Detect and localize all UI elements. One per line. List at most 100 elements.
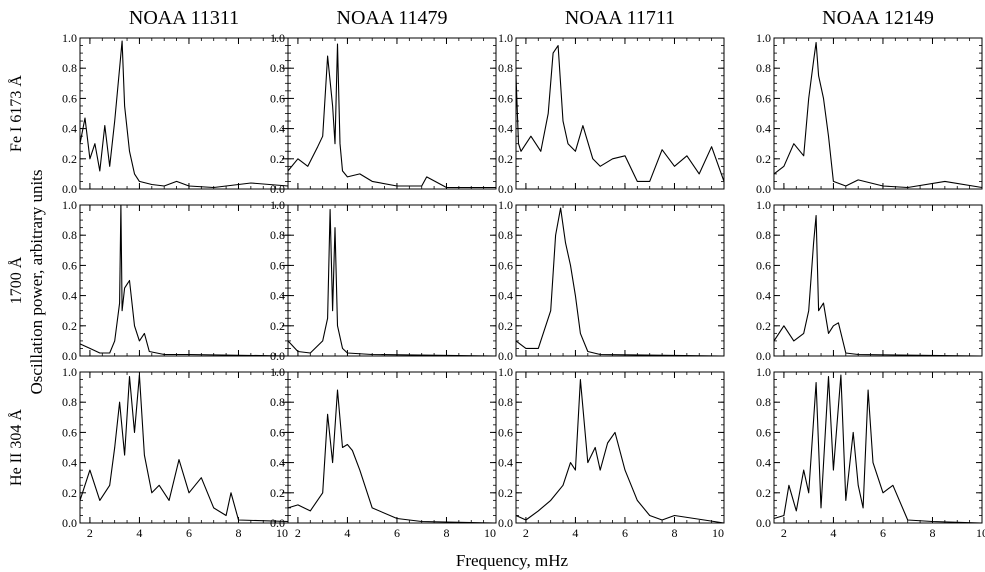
column-title: NOAA 11479 bbox=[337, 7, 448, 29]
y-tick-label: 0.8 bbox=[270, 61, 285, 75]
row-label: Fe I 6173 Å bbox=[7, 75, 25, 152]
y-tick-label: 1.0 bbox=[62, 31, 77, 45]
y-tick-label: 0.6 bbox=[270, 425, 285, 439]
row-label: He II 304 Å bbox=[7, 409, 25, 486]
y-tick-label: 0.2 bbox=[756, 152, 771, 166]
y-tick-label: 0.6 bbox=[62, 425, 77, 439]
y-tick-label: 0.2 bbox=[270, 152, 285, 166]
x-tick-label: 10 bbox=[484, 526, 496, 540]
y-tick-label: 0.6 bbox=[756, 258, 771, 272]
y-tick-label: 0.2 bbox=[62, 319, 77, 333]
y-tick-label: 0.0 bbox=[62, 182, 77, 196]
x-tick-label: 4 bbox=[830, 526, 836, 540]
y-tick-label: 1.0 bbox=[756, 31, 771, 45]
y-tick-label: 0.0 bbox=[62, 349, 77, 363]
y-tick-label: 0.4 bbox=[756, 289, 771, 303]
y-tick-label: 0.4 bbox=[62, 456, 77, 470]
y-tick-label: 1.0 bbox=[498, 198, 513, 212]
y-tick-label: 0.8 bbox=[756, 61, 771, 75]
x-axis-title: Frequency, mHz bbox=[456, 551, 569, 570]
y-tick-label: 0.4 bbox=[270, 122, 285, 136]
panel-frame bbox=[773, 204, 983, 357]
x-tick-label: 10 bbox=[276, 526, 288, 540]
y-tick-label: 0.6 bbox=[756, 425, 771, 439]
x-tick-label: 2 bbox=[295, 526, 301, 540]
y-tick-label: 0.6 bbox=[498, 91, 513, 105]
spectrum-line bbox=[287, 208, 497, 357]
x-tick-label: 10 bbox=[976, 526, 985, 540]
spectrum-line bbox=[515, 207, 725, 357]
spectrum-line bbox=[773, 41, 983, 189]
y-tick-label: 0.2 bbox=[498, 486, 513, 500]
y-tick-label: 0.8 bbox=[756, 395, 771, 409]
x-tick-label: 4 bbox=[344, 526, 350, 540]
y-tick-label: 0.0 bbox=[756, 516, 771, 530]
y-tick-label: 1.0 bbox=[756, 198, 771, 212]
y-tick-label: 0.2 bbox=[756, 486, 771, 500]
y-tick-label: 0.4 bbox=[756, 122, 771, 136]
x-tick-label: 2 bbox=[523, 526, 529, 540]
panel-frame bbox=[287, 37, 497, 190]
column-title: NOAA 11711 bbox=[565, 7, 675, 29]
y-tick-label: 0.6 bbox=[756, 91, 771, 105]
panel-frame bbox=[79, 37, 289, 190]
y-tick-label: 0.2 bbox=[270, 319, 285, 333]
y-tick-label: 0.0 bbox=[756, 182, 771, 196]
panel-frame bbox=[773, 371, 983, 524]
y-tick-label: 0.6 bbox=[62, 258, 77, 272]
y-tick-label: 0.0 bbox=[498, 182, 513, 196]
y-tick-label: 0.8 bbox=[62, 395, 77, 409]
row-label: 1700 Å bbox=[7, 256, 25, 304]
y-tick-label: 0.4 bbox=[270, 289, 285, 303]
y-tick-label: 0.4 bbox=[498, 122, 513, 136]
y-tick-label: 0.8 bbox=[756, 228, 771, 242]
y-tick-label: 0.0 bbox=[498, 516, 513, 530]
y-tick-label: 0.0 bbox=[756, 349, 771, 363]
x-tick-label: 4 bbox=[136, 526, 142, 540]
y-tick-label: 0.2 bbox=[270, 486, 285, 500]
y-tick-label: 0.8 bbox=[62, 228, 77, 242]
spectrum-line bbox=[287, 43, 496, 189]
y-tick-label: 0.2 bbox=[62, 152, 77, 166]
y-axis-title: Oscillation power, arbitrary units bbox=[27, 170, 46, 395]
x-tick-label: 6 bbox=[622, 526, 628, 540]
y-tick-label: 1.0 bbox=[756, 365, 771, 379]
y-tick-label: 0.2 bbox=[62, 486, 77, 500]
y-tick-label: 1.0 bbox=[270, 365, 285, 379]
x-tick-label: 8 bbox=[443, 526, 449, 540]
panel-frame bbox=[515, 37, 725, 190]
spectrum-line bbox=[515, 379, 725, 524]
y-tick-label: 0.6 bbox=[498, 258, 513, 272]
y-tick-label: 0.8 bbox=[62, 61, 77, 75]
spectrum-line bbox=[287, 389, 497, 524]
y-tick-label: 1.0 bbox=[62, 365, 77, 379]
y-tick-label: 1.0 bbox=[498, 31, 513, 45]
y-tick-label: 0.0 bbox=[270, 349, 285, 363]
column-title: NOAA 11311 bbox=[129, 7, 239, 29]
y-tick-label: 0.4 bbox=[498, 289, 513, 303]
y-tick-label: 0.4 bbox=[270, 456, 285, 470]
spectrum-line bbox=[773, 374, 983, 524]
spectrum-line bbox=[79, 204, 289, 357]
x-tick-label: 2 bbox=[87, 526, 93, 540]
y-tick-label: 0.8 bbox=[498, 61, 513, 75]
y-tick-label: 0.8 bbox=[498, 228, 513, 242]
panel-frame bbox=[515, 371, 725, 524]
spectrum-line bbox=[79, 40, 289, 189]
y-tick-label: 0.6 bbox=[270, 91, 285, 105]
y-tick-label: 0.8 bbox=[270, 395, 285, 409]
y-tick-label: 0.4 bbox=[62, 122, 77, 136]
y-tick-label: 0.6 bbox=[62, 91, 77, 105]
x-tick-label: 6 bbox=[186, 526, 192, 540]
y-tick-label: 0.4 bbox=[756, 456, 771, 470]
panel-frame bbox=[773, 37, 983, 190]
panel-frame bbox=[287, 371, 497, 524]
x-tick-label: 6 bbox=[880, 526, 886, 540]
panel-frame bbox=[79, 204, 289, 357]
x-tick-label: 6 bbox=[394, 526, 400, 540]
spectrum-line bbox=[773, 215, 983, 357]
x-tick-label: 10 bbox=[712, 526, 724, 540]
y-tick-label: 0.4 bbox=[62, 289, 77, 303]
y-tick-label: 0.0 bbox=[270, 182, 285, 196]
